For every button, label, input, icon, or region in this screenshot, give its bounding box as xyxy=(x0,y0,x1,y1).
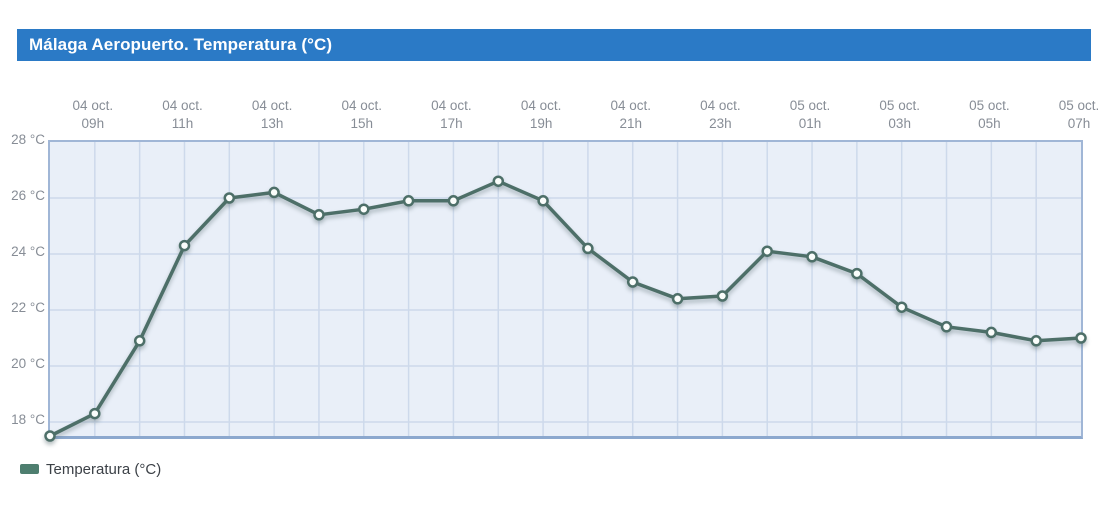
data-point[interactable] xyxy=(851,267,863,280)
x-tick-label: 04 oct. 21h xyxy=(610,98,651,131)
chart-title-bar: Málaga Aeropuerto. Temperatura (°C) xyxy=(17,29,1091,61)
x-tick-label: 05 oct. 03h xyxy=(879,98,920,131)
legend-swatch xyxy=(20,464,39,474)
data-point[interactable] xyxy=(940,321,953,333)
data-point[interactable] xyxy=(44,430,56,442)
data-point[interactable] xyxy=(178,239,191,252)
y-tick-label: 18 °C xyxy=(11,412,45,427)
x-tick-label: 04 oct. 17h xyxy=(431,98,472,131)
data-point[interactable] xyxy=(358,203,370,215)
data-point[interactable] xyxy=(268,186,280,199)
data-point[interactable] xyxy=(89,407,101,420)
data-point[interactable] xyxy=(447,195,460,207)
data-point[interactable] xyxy=(985,326,998,339)
data-point[interactable] xyxy=(133,335,146,347)
x-tick-label: 04 oct. 15h xyxy=(341,98,383,131)
x-tick-label: 05 oct. 05h xyxy=(969,98,1010,131)
temperature-line-chart xyxy=(44,142,1087,442)
x-tick-label: 04 oct. 11h xyxy=(162,98,203,131)
data-point[interactable] xyxy=(716,290,729,302)
data-point[interactable] xyxy=(671,293,684,305)
data-point[interactable] xyxy=(806,251,818,263)
data-point[interactable] xyxy=(223,192,236,204)
y-tick-label: 26 °C xyxy=(11,188,45,203)
temperature-series xyxy=(44,175,1087,442)
y-tick-label: 28 °C xyxy=(11,132,45,147)
x-tick-label: 04 oct. 09h xyxy=(72,98,114,131)
data-point[interactable] xyxy=(761,245,773,257)
plot-area xyxy=(44,140,1087,442)
x-tick-label: 04 oct. 19h xyxy=(520,98,562,131)
y-tick-label: 20 °C xyxy=(11,356,45,371)
data-point[interactable] xyxy=(492,175,505,187)
x-tick-label: 04 oct. 13h xyxy=(251,98,293,131)
x-tick-label: 04 oct. 23h xyxy=(700,98,741,131)
data-point[interactable] xyxy=(582,242,594,255)
data-point[interactable] xyxy=(895,301,908,313)
temperature-line xyxy=(48,179,1083,438)
legend-label: Temperatura (°C) xyxy=(46,460,162,478)
data-point[interactable] xyxy=(537,195,549,207)
chart-title: Málaga Aeropuerto. Temperatura (°C) xyxy=(29,35,333,54)
x-tick-label: 05 oct. 01h xyxy=(789,98,831,131)
data-point[interactable] xyxy=(402,195,415,207)
x-tick-label: 05 oct. 07h xyxy=(1058,98,1100,131)
y-tick-label: 22 °C xyxy=(11,300,45,315)
data-point[interactable] xyxy=(313,209,325,221)
legend-item-temperatura[interactable]: Temperatura (°C) xyxy=(20,458,161,480)
data-point[interactable] xyxy=(626,276,639,288)
y-tick-label: 24 °C xyxy=(11,244,45,259)
data-point[interactable] xyxy=(1030,335,1042,347)
data-point[interactable] xyxy=(1075,332,1087,344)
